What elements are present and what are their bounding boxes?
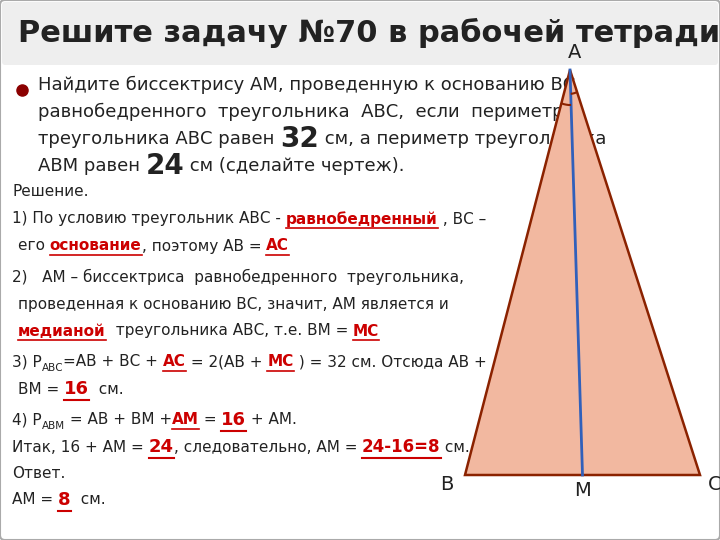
Text: 16: 16 bbox=[64, 380, 89, 398]
Text: B: B bbox=[441, 476, 454, 495]
Text: МС: МС bbox=[267, 354, 294, 369]
Text: 16: 16 bbox=[221, 411, 246, 429]
Text: , ВС –: , ВС – bbox=[438, 212, 486, 226]
Text: ВМ =: ВМ = bbox=[18, 381, 64, 396]
Text: 24: 24 bbox=[148, 438, 174, 456]
Text: , следовательно, АМ =: , следовательно, АМ = bbox=[174, 440, 362, 455]
Text: 1) По условию треугольник АВС -: 1) По условию треугольник АВС - bbox=[12, 212, 286, 226]
Text: =АВ + ВС +: =АВ + ВС + bbox=[63, 354, 163, 369]
Text: основание: основание bbox=[50, 239, 142, 253]
Text: треугольника АВС, т.е. ВМ =: треугольника АВС, т.е. ВМ = bbox=[106, 323, 353, 339]
Text: АМ: АМ bbox=[172, 413, 199, 428]
Text: АВМ: АВМ bbox=[42, 421, 65, 431]
Text: Итак, 16 + АМ =: Итак, 16 + АМ = bbox=[12, 440, 148, 455]
Text: проведенная к основанию ВС, значит, АМ является и: проведенная к основанию ВС, значит, АМ я… bbox=[18, 296, 449, 312]
Text: 32: 32 bbox=[280, 125, 319, 153]
Text: = 2(АВ +: = 2(АВ + bbox=[186, 354, 267, 369]
Text: см.: см. bbox=[71, 492, 105, 508]
Text: 3) Р: 3) Р bbox=[12, 354, 42, 369]
Text: равнобедренного  треугольника  АВС,  если  периметр: равнобедренного треугольника АВС, если п… bbox=[38, 103, 564, 121]
Text: 24: 24 bbox=[145, 152, 184, 180]
Text: АВМ равен: АВМ равен bbox=[38, 157, 145, 175]
Text: треугольника АВС равен: треугольника АВС равен bbox=[38, 130, 280, 148]
Text: = АВ + ВМ +: = АВ + ВМ + bbox=[65, 413, 172, 428]
Text: C: C bbox=[708, 476, 720, 495]
Text: АМ =: АМ = bbox=[12, 492, 58, 508]
Text: АВС: АВС bbox=[42, 363, 63, 373]
Text: см (сделайте чертеж).: см (сделайте чертеж). bbox=[184, 157, 405, 175]
Text: Решите задачу №70 в рабочей тетради: Решите задачу №70 в рабочей тетради bbox=[18, 18, 720, 48]
Text: Решение.: Решение. bbox=[12, 185, 89, 199]
Text: см.: см. bbox=[89, 381, 124, 396]
Text: см, а периметр треугольника: см, а периметр треугольника bbox=[319, 130, 606, 148]
Text: 8: 8 bbox=[58, 491, 71, 509]
Text: 4) Р: 4) Р bbox=[12, 413, 42, 428]
Text: 2)   АМ – биссектриса  равнобедренного  треугольника,: 2) АМ – биссектриса равнобедренного треу… bbox=[12, 269, 464, 285]
Text: Ответ.: Ответ. bbox=[12, 467, 66, 482]
Text: 24-16=8: 24-16=8 bbox=[362, 438, 441, 456]
Text: МС: МС bbox=[353, 323, 379, 339]
Text: Найдите биссектрису АМ, проведенную к основанию ВС: Найдите биссектрису АМ, проведенную к ос… bbox=[38, 76, 575, 94]
Text: M: M bbox=[574, 482, 591, 501]
Text: + АМ.: + АМ. bbox=[246, 413, 297, 428]
Text: см.: см. bbox=[441, 440, 470, 455]
Text: , поэтому АВ =: , поэтому АВ = bbox=[142, 239, 266, 253]
Polygon shape bbox=[465, 70, 700, 475]
Text: равнобедренный: равнобедренный bbox=[286, 211, 438, 227]
FancyBboxPatch shape bbox=[2, 2, 718, 65]
Text: A: A bbox=[568, 43, 582, 62]
Text: его: его bbox=[18, 239, 50, 253]
Text: АС: АС bbox=[163, 354, 186, 369]
Text: АС: АС bbox=[266, 239, 289, 253]
Text: медианой: медианой bbox=[18, 323, 106, 339]
Text: =: = bbox=[199, 413, 221, 428]
Text: ) = 32 см. Отсюда АВ +: ) = 32 см. Отсюда АВ + bbox=[294, 354, 487, 369]
